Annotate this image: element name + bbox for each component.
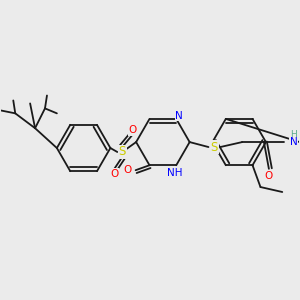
Text: O: O: [128, 125, 136, 135]
Text: S: S: [211, 140, 218, 154]
Text: O: O: [265, 171, 273, 181]
Text: O: O: [110, 169, 118, 179]
Text: N: N: [176, 111, 183, 121]
Text: S: S: [118, 146, 126, 158]
Text: O: O: [124, 165, 132, 175]
Text: H: H: [290, 130, 297, 139]
Text: NH: NH: [167, 168, 182, 178]
Text: N: N: [290, 137, 298, 147]
